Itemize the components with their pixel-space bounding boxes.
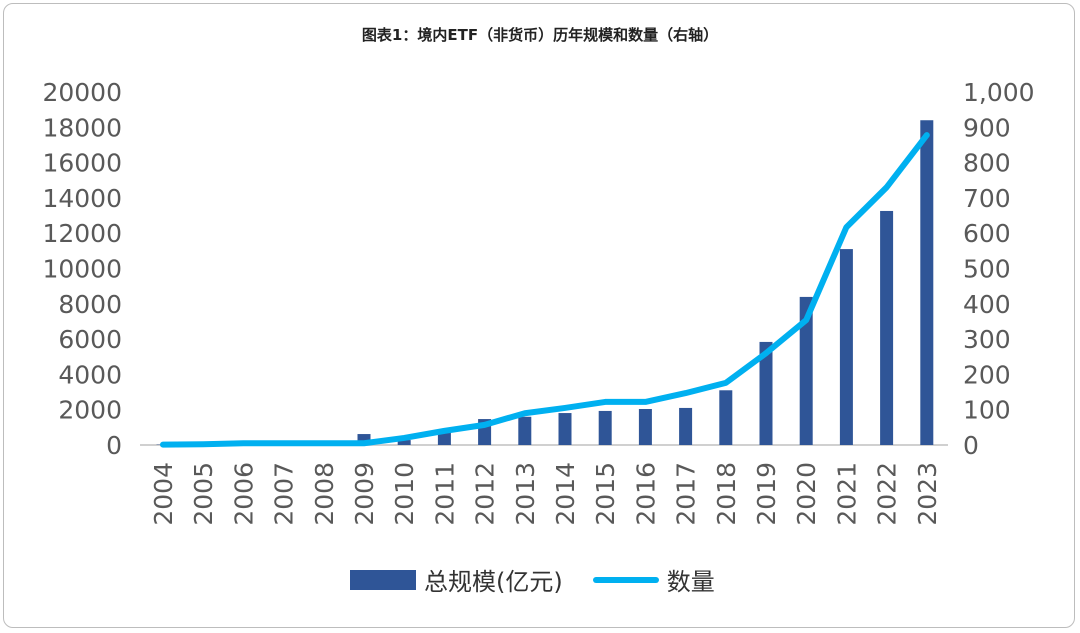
legend-bar-label: 总规模(亿元) (424, 568, 563, 596)
x-tick-label: 2022 (873, 462, 902, 526)
line-series (160, 132, 930, 448)
left-tick-label: 4000 (58, 360, 122, 389)
left-tick-label: 18000 (42, 113, 122, 142)
x-tick-label: 2006 (229, 462, 258, 526)
left-tick-label: 6000 (58, 325, 122, 354)
bar-2010 (397, 440, 411, 445)
right-tick-label: 600 (963, 219, 1011, 248)
bar-2016 (638, 408, 652, 445)
x-tick-label: 2023 (913, 462, 942, 526)
line-point-2013 (523, 412, 526, 415)
right-tick-label: 700 (963, 184, 1011, 213)
line-point-2022 (885, 186, 888, 189)
right-tick-label: 200 (963, 360, 1011, 389)
line-point-2007 (282, 442, 285, 445)
x-tick-label: 2012 (471, 462, 500, 526)
line-point-2012 (483, 423, 486, 426)
x-tick-label: 2011 (430, 462, 459, 526)
left-tick-label: 12000 (42, 219, 122, 248)
right-tick-label: 400 (963, 290, 1011, 319)
x-tick-label: 2020 (792, 462, 821, 526)
line-point-2018 (724, 381, 727, 384)
line-point-2014 (564, 406, 566, 409)
x-tick-label: 2018 (712, 462, 741, 526)
line-point-2005 (202, 443, 205, 446)
bar-2019 (759, 341, 773, 445)
bar-2017 (679, 407, 693, 445)
bar-2018 (719, 390, 733, 445)
x-tick-label: 2019 (752, 462, 781, 526)
x-tick-label: 2014 (551, 462, 580, 526)
bar-2013 (518, 416, 532, 445)
left-tick-label: 14000 (42, 184, 122, 213)
bar-2015 (598, 410, 612, 445)
line-point-2009 (363, 442, 365, 445)
x-tick-label: 2021 (832, 462, 861, 526)
line-point-2015 (604, 400, 607, 403)
line-point-2004 (162, 443, 164, 446)
left-tick-label: 2000 (58, 396, 122, 425)
legend-line-label: 数量 (666, 568, 715, 596)
right-tick-label: 900 (963, 113, 1011, 142)
left-tick-label: 0 (106, 431, 122, 460)
x-tick-label: 2004 (149, 462, 178, 526)
x-tick-label: 2005 (189, 462, 218, 526)
x-tick-label: 2007 (270, 462, 299, 526)
x-tick-label: 2009 (350, 462, 379, 526)
right-tick-label: 300 (963, 325, 1011, 354)
left-tick-label: 16000 (42, 149, 122, 178)
bar-2009 (357, 434, 371, 445)
legend-line-swatch (592, 576, 659, 583)
line-point-2021 (845, 226, 848, 229)
right-tick-label: 500 (963, 255, 1011, 284)
x-tick-label: 2008 (310, 462, 339, 526)
chart-frame (3, 3, 1075, 628)
x-tick-label: 2017 (672, 462, 701, 526)
left-tick-label: 8000 (58, 290, 122, 319)
right-tick-label: 100 (963, 396, 1011, 425)
right-tick-label: 0 (963, 431, 979, 460)
line-point-2020 (805, 319, 808, 322)
x-tick-label: 2015 (591, 462, 620, 526)
bar-2021 (839, 249, 853, 445)
line-point-2006 (242, 442, 245, 445)
legend: 总规模(亿元) 数量 (350, 562, 715, 597)
bar-2011 (437, 431, 451, 445)
line-point-2010 (403, 436, 406, 439)
right-tick-label: 800 (963, 149, 1011, 178)
chart-title: 图表1：境内ETF（非货币）历年规模和数量（右轴） (361, 26, 719, 44)
left-tick-label: 20000 (42, 78, 122, 107)
left-tick-label: 10000 (42, 255, 122, 284)
legend-bar-swatch (350, 569, 416, 590)
x-tick-label: 2016 (631, 462, 660, 526)
bar-2014 (558, 413, 572, 445)
line-point-2023 (925, 134, 928, 137)
x-tick-label: 2010 (390, 462, 419, 526)
line-point-2017 (684, 392, 687, 395)
line-point-2019 (765, 352, 767, 355)
line-point-2008 (322, 442, 325, 445)
bar-2022 (880, 210, 894, 445)
x-tick-label: 2013 (511, 462, 540, 526)
line-point-2011 (443, 429, 446, 432)
line-point-2016 (644, 400, 647, 403)
bar-2023 (920, 120, 934, 446)
right-tick-label: 1,000 (963, 78, 1035, 107)
bar-2020 (799, 296, 813, 445)
